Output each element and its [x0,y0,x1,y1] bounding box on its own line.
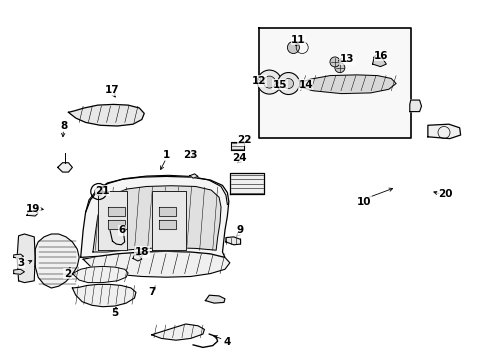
Polygon shape [133,255,142,261]
Polygon shape [72,266,128,283]
Polygon shape [298,75,395,94]
Circle shape [329,57,339,67]
Text: 11: 11 [290,35,305,45]
Text: 21: 21 [95,186,110,196]
Polygon shape [83,251,229,277]
Polygon shape [409,100,421,112]
Text: 3: 3 [17,258,24,268]
Polygon shape [159,207,176,216]
Polygon shape [107,220,124,229]
Circle shape [287,41,299,54]
Text: 16: 16 [373,51,388,61]
Text: 14: 14 [298,80,312,90]
Text: 5: 5 [111,308,118,318]
Polygon shape [259,28,410,138]
Polygon shape [151,191,185,250]
Text: 24: 24 [232,153,246,163]
Polygon shape [107,207,124,216]
Polygon shape [27,211,38,216]
Text: 18: 18 [134,247,149,257]
Circle shape [277,72,299,95]
Text: 4: 4 [223,337,231,347]
Text: 2: 2 [64,269,71,279]
Text: 19: 19 [26,204,41,214]
Text: 22: 22 [237,135,251,145]
Text: 20: 20 [437,189,451,199]
Circle shape [263,76,275,88]
Text: 15: 15 [272,80,287,90]
Text: 8: 8 [60,121,67,131]
Polygon shape [110,221,124,245]
Text: 13: 13 [339,54,354,64]
Polygon shape [68,104,144,126]
Text: 23: 23 [183,150,198,160]
Polygon shape [14,254,23,258]
Polygon shape [35,234,79,288]
Polygon shape [81,176,228,257]
Circle shape [95,188,102,195]
Polygon shape [151,324,204,340]
Text: 6: 6 [119,225,125,235]
Text: 7: 7 [147,287,155,297]
Polygon shape [205,295,224,303]
Text: 12: 12 [251,76,266,86]
Polygon shape [72,284,136,307]
Text: 1: 1 [163,150,169,160]
Polygon shape [14,269,24,274]
Polygon shape [98,191,127,250]
Polygon shape [189,174,198,178]
Text: 17: 17 [105,85,120,95]
Polygon shape [372,58,386,67]
Text: 9: 9 [236,225,243,235]
Polygon shape [229,173,264,194]
Polygon shape [58,163,72,172]
Polygon shape [159,220,176,229]
Polygon shape [427,124,460,139]
Polygon shape [93,186,221,252]
Polygon shape [17,234,35,283]
Text: 10: 10 [356,197,371,207]
Circle shape [334,63,344,73]
Circle shape [283,78,293,89]
Circle shape [257,70,281,94]
Polygon shape [230,142,243,150]
Polygon shape [225,237,240,245]
